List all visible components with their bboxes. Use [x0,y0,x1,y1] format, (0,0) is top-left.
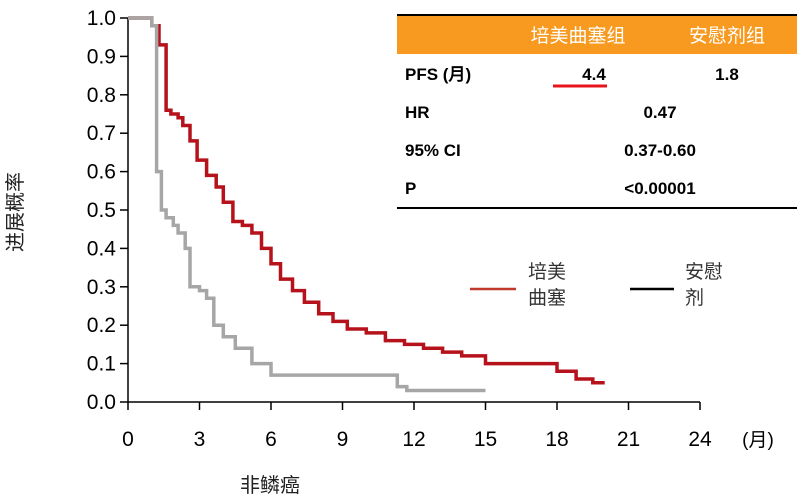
x-tick-label: 12 [402,428,425,451]
y-tick-label: 0.5 [87,199,116,222]
legend-label-pemetrexed-line2: 曲塞 [528,287,566,309]
axes [120,17,701,410]
x-tick-label: 3 [194,428,206,451]
y-tick-label: 0.8 [87,84,116,107]
table-header-pemetrexed: 培美曲塞组 [530,25,625,47]
series-line-placebo [128,16,486,393]
x-axis-unit: (月) [742,430,774,451]
table-row-ci-label: 95% CI [405,141,461,160]
table-row-ci-value: 0.37-0.60 [624,141,696,160]
x-tick-label: 15 [474,428,497,451]
x-axis-title: 非鳞癌 [240,473,300,497]
y-tick-label: 0.7 [87,122,116,145]
y-tick-label: 0.0 [87,391,116,414]
y-tick-label: 0.1 [87,353,116,376]
series-layer [128,16,605,393]
x-tick-label: 24 [688,428,712,451]
table-row-pfs-placebo: 1.8 [715,65,739,84]
y-tick-label: 1.0 [87,7,116,30]
x-tick-label: 9 [337,428,349,451]
y-tick-label: 0.4 [87,237,117,260]
y-tick-label: 0.9 [87,45,116,68]
table-row-pfs-pemetrexed: 4.4 [582,65,606,84]
y-axis-title: 进展概率 [3,172,27,252]
x-tick-labels: 0 3 6 9 12 15 18 21 24 [122,428,712,451]
x-tick-label: 21 [617,428,640,451]
y-tick-labels: 0.0 0.1 0.2 0.3 0.4 0.5 0.6 0.7 0.8 0.9 1.0 [87,7,117,414]
x-tick-label: 0 [122,428,134,451]
table-row-p-label: P [405,179,416,198]
table-row-p-value: <0.00001 [624,179,695,198]
y-tick-label: 0.3 [87,276,116,299]
legend-label-pemetrexed-line1: 培美 [528,261,566,283]
table-header-placebo: 安慰剂组 [689,25,765,47]
x-tick-label: 18 [545,428,568,451]
table-row-pfs-label: PFS (月) [405,65,471,84]
legend-label-placebo-line1: 安慰 [685,261,723,283]
legend-label-placebo-line2: 剂 [685,287,704,309]
y-tick-label: 0.2 [87,314,116,337]
results-table: 培美曲塞组 安慰剂组 PFS (月) 4.4 1.8 HR 0.47 95% C… [397,14,797,209]
series-line-pemetrexed [128,16,605,385]
table-row-hr-label: HR [405,103,430,122]
legend: 培美 曲塞 安慰 剂 [470,261,723,309]
y-tick-label: 0.6 [87,161,116,184]
table-header-band [397,16,797,54]
table-row-hr-value: 0.47 [643,103,676,122]
x-tick-label: 6 [265,428,277,451]
